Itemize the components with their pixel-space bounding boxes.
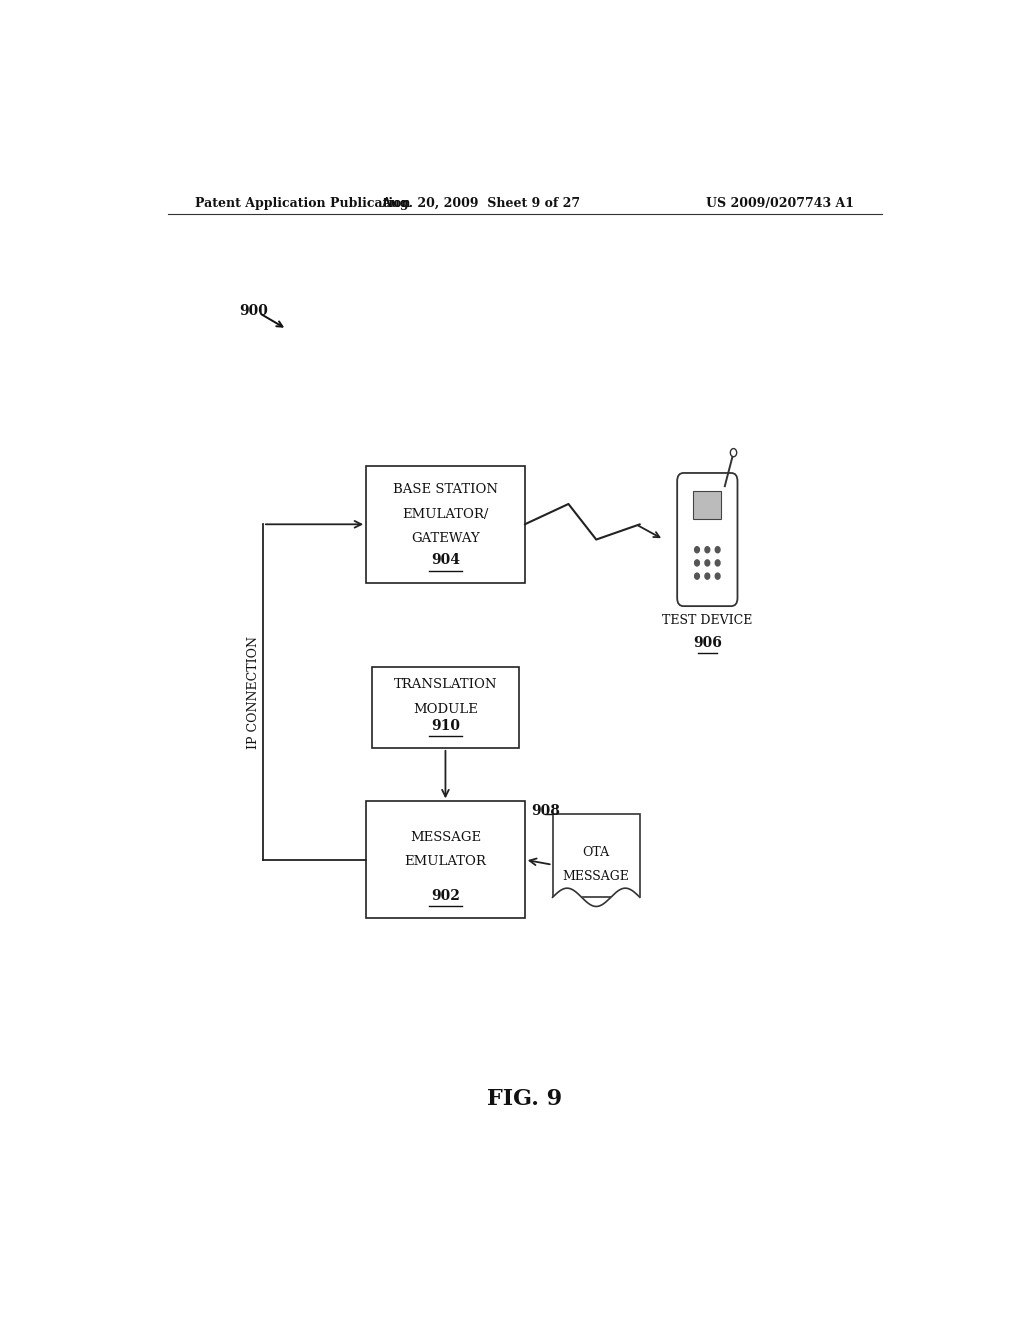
Circle shape bbox=[694, 560, 699, 566]
Text: FIG. 9: FIG. 9 bbox=[487, 1088, 562, 1110]
Bar bbox=[372, 667, 519, 748]
Text: 908: 908 bbox=[531, 804, 560, 818]
Bar bbox=[693, 491, 721, 519]
Circle shape bbox=[705, 573, 710, 579]
Text: 906: 906 bbox=[693, 636, 722, 649]
Text: 904: 904 bbox=[431, 553, 460, 568]
Text: Aug. 20, 2009  Sheet 9 of 27: Aug. 20, 2009 Sheet 9 of 27 bbox=[382, 197, 581, 210]
Text: TEST DEVICE: TEST DEVICE bbox=[663, 614, 753, 627]
Text: OTA: OTA bbox=[583, 846, 609, 859]
Text: 910: 910 bbox=[431, 718, 460, 733]
Bar bbox=[367, 801, 524, 919]
Bar bbox=[553, 814, 640, 898]
Circle shape bbox=[715, 573, 720, 579]
Text: 902: 902 bbox=[431, 888, 460, 903]
Circle shape bbox=[730, 449, 736, 457]
Text: 900: 900 bbox=[240, 304, 268, 318]
Text: US 2009/0207743 A1: US 2009/0207743 A1 bbox=[707, 197, 854, 210]
Circle shape bbox=[715, 546, 720, 553]
Text: GATEWAY: GATEWAY bbox=[411, 532, 480, 545]
FancyBboxPatch shape bbox=[677, 473, 737, 606]
Text: IP CONNECTION: IP CONNECTION bbox=[247, 635, 260, 748]
Circle shape bbox=[694, 573, 699, 579]
Circle shape bbox=[705, 560, 710, 566]
Text: Patent Application Publication: Patent Application Publication bbox=[196, 197, 411, 210]
Circle shape bbox=[705, 546, 710, 553]
Bar bbox=[367, 466, 524, 582]
Circle shape bbox=[715, 560, 720, 566]
Text: MODULE: MODULE bbox=[413, 702, 478, 715]
Text: EMULATOR: EMULATOR bbox=[404, 855, 486, 869]
Text: TRANSLATION: TRANSLATION bbox=[393, 678, 498, 692]
Circle shape bbox=[694, 546, 699, 553]
Text: EMULATOR/: EMULATOR/ bbox=[402, 508, 488, 520]
Text: BASE STATION: BASE STATION bbox=[393, 483, 498, 496]
Text: MESSAGE: MESSAGE bbox=[563, 870, 630, 883]
Text: MESSAGE: MESSAGE bbox=[410, 830, 481, 843]
